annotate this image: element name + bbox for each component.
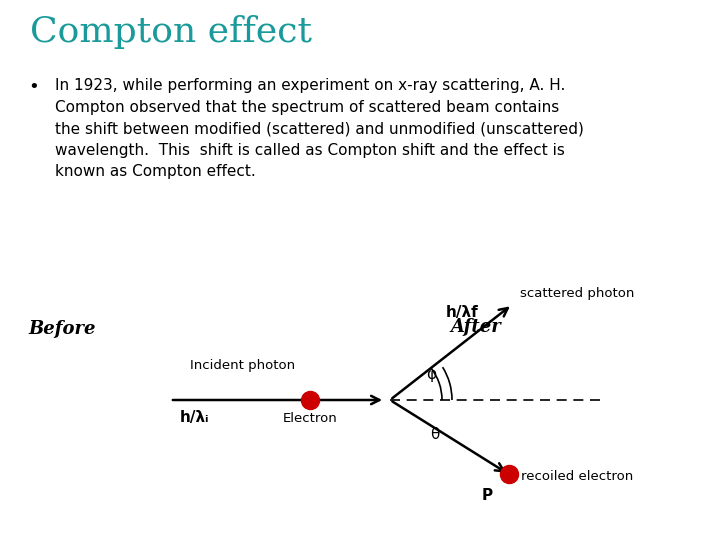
Text: θ: θ (431, 427, 440, 442)
Text: Electron: Electron (283, 412, 338, 425)
Text: recoiled electron: recoiled electron (521, 470, 633, 483)
Text: Before: Before (28, 320, 96, 338)
Text: •: • (28, 78, 39, 96)
Text: Compton effect: Compton effect (30, 15, 312, 49)
Text: Incident photon: Incident photon (190, 359, 295, 372)
Text: In 1923, while performing an experiment on x-ray scattering, A. H.
Compton obser: In 1923, while performing an experiment … (55, 78, 584, 179)
Text: scattered photon: scattered photon (520, 287, 634, 300)
Text: P: P (481, 488, 492, 503)
Text: After: After (450, 318, 500, 336)
Text: h/λᵢ: h/λᵢ (180, 410, 210, 425)
Text: h/λf: h/λf (446, 305, 479, 320)
Text: φ: φ (426, 367, 436, 381)
